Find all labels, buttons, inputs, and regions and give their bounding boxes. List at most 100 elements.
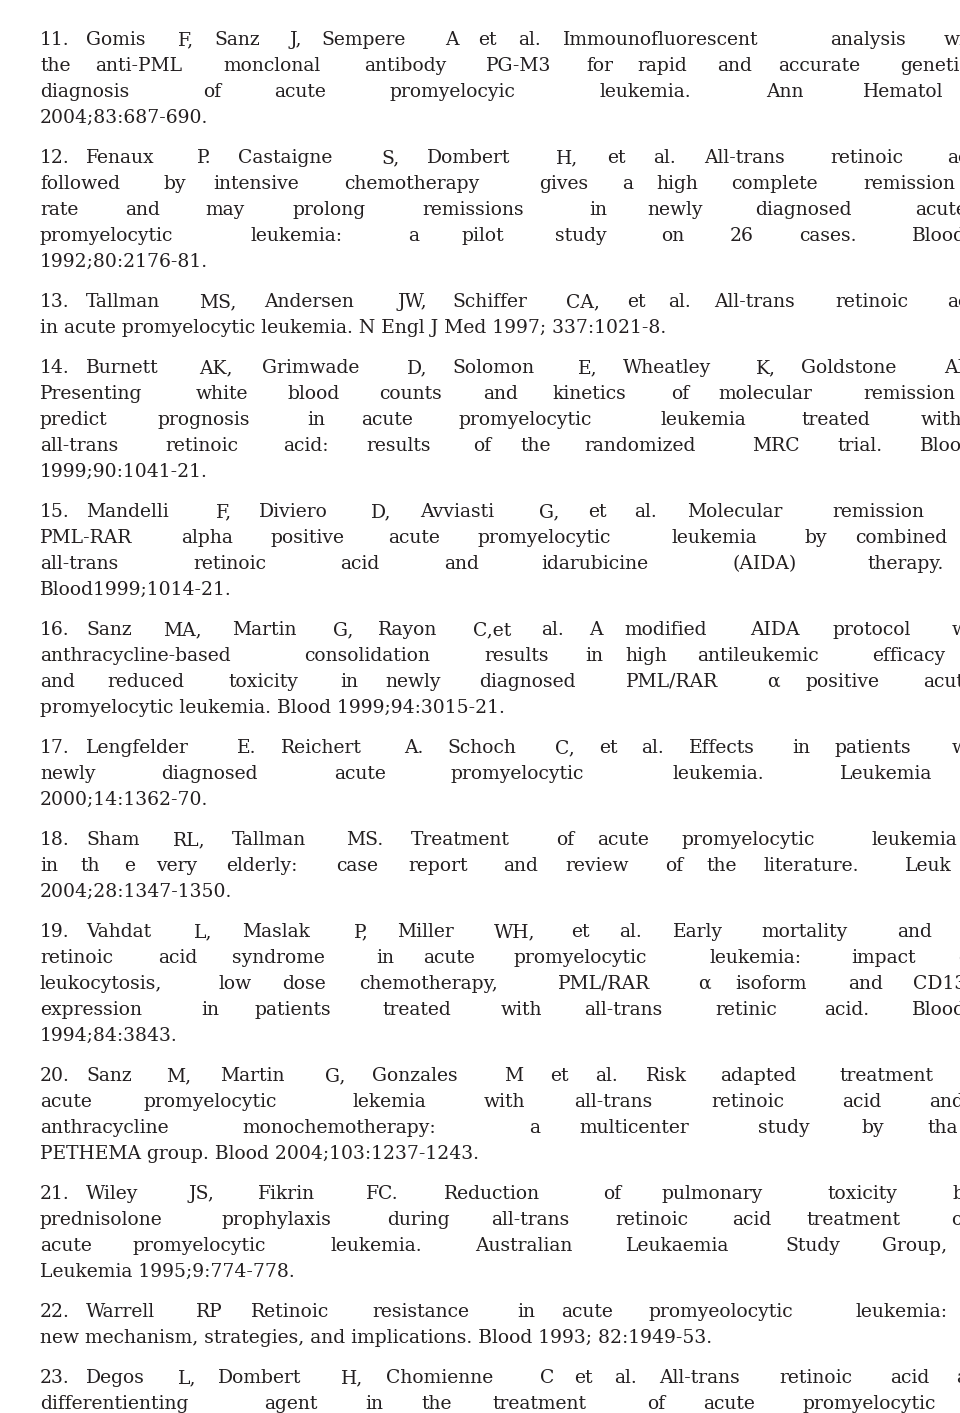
Text: Solomon: Solomon (453, 359, 535, 377)
Text: Fenaux: Fenaux (86, 148, 155, 167)
Text: PML-RAR: PML-RAR (40, 528, 132, 547)
Text: molecular: molecular (718, 384, 812, 403)
Text: a: a (408, 227, 420, 244)
Text: protocol: protocol (832, 620, 910, 639)
Text: syndrome: syndrome (232, 950, 325, 966)
Text: high: high (626, 647, 667, 666)
Text: Blood1999;1014-21.: Blood1999;1014-21. (40, 581, 231, 599)
Text: monochemotherapy:: monochemotherapy: (243, 1119, 436, 1137)
Text: Reichert: Reichert (281, 739, 362, 757)
Text: Schiffer: Schiffer (452, 292, 527, 311)
Text: in: in (307, 411, 325, 430)
Text: in: in (341, 673, 358, 691)
Text: prolong: prolong (292, 201, 365, 219)
Text: review: review (565, 858, 629, 875)
Text: Dombert: Dombert (218, 1369, 301, 1388)
Text: acid: acid (947, 148, 960, 167)
Text: Avviasti: Avviasti (420, 503, 494, 521)
Text: by: by (952, 1186, 960, 1202)
Text: pulmonary: pulmonary (661, 1186, 763, 1202)
Text: retinic: retinic (715, 1000, 777, 1019)
Text: promyelocytic: promyelocytic (803, 1395, 935, 1413)
Text: C,: C, (555, 739, 574, 757)
Text: predict: predict (40, 411, 108, 430)
Text: genetic: genetic (900, 57, 960, 75)
Text: acute: acute (40, 1236, 92, 1255)
Text: MRC: MRC (752, 437, 800, 455)
Text: all-trans: all-trans (40, 437, 118, 455)
Text: 20.: 20. (40, 1067, 70, 1085)
Text: promyelocytic: promyelocytic (451, 764, 584, 783)
Text: 18.: 18. (40, 831, 70, 849)
Text: and: and (897, 923, 931, 941)
Text: 2004;83:687-690.: 2004;83:687-690. (40, 109, 208, 127)
Text: Leuk: Leuk (904, 858, 951, 875)
Text: Goldstone: Goldstone (802, 359, 897, 377)
Text: treatment: treatment (839, 1067, 933, 1085)
Text: CD13: CD13 (913, 975, 960, 993)
Text: al.: al. (614, 1369, 637, 1388)
Text: therapy.: therapy. (868, 555, 945, 574)
Text: All-trans: All-trans (705, 148, 785, 167)
Text: antibody: antibody (365, 57, 446, 75)
Text: acid: acid (947, 292, 960, 311)
Text: resistance: resistance (372, 1303, 469, 1321)
Text: low: low (219, 975, 252, 993)
Text: prophylaxis: prophylaxis (222, 1211, 331, 1229)
Text: mortality: mortality (761, 923, 848, 941)
Text: and: and (40, 673, 75, 691)
Text: CA,: CA, (566, 292, 600, 311)
Text: and: and (125, 201, 160, 219)
Text: a: a (529, 1119, 540, 1137)
Text: 21.: 21. (40, 1186, 70, 1202)
Text: Hematol: Hematol (863, 83, 943, 100)
Text: acute: acute (923, 673, 960, 691)
Text: Blood: Blood (920, 437, 960, 455)
Text: acid: acid (732, 1211, 772, 1229)
Text: promyelocytic leukemia. Blood 1999;94:3015-21.: promyelocytic leukemia. Blood 1999;94:30… (40, 699, 505, 716)
Text: treated: treated (802, 411, 871, 430)
Text: promyelocyic: promyelocyic (390, 83, 516, 100)
Text: study: study (758, 1119, 809, 1137)
Text: 1994;84:3843.: 1994;84:3843. (40, 1027, 178, 1046)
Text: e: e (124, 858, 134, 875)
Text: followed: followed (40, 175, 120, 194)
Text: Mandelli: Mandelli (86, 503, 169, 521)
Text: 12.: 12. (40, 148, 70, 167)
Text: reduced: reduced (107, 673, 184, 691)
Text: Lengfelder: Lengfelder (86, 739, 189, 757)
Text: FC.: FC. (367, 1186, 399, 1202)
Text: in: in (585, 647, 603, 666)
Text: acid: acid (890, 1369, 929, 1388)
Text: Castaigne: Castaigne (237, 148, 332, 167)
Text: efficacy: efficacy (872, 647, 946, 666)
Text: M: M (504, 1067, 523, 1085)
Text: adapted: adapted (720, 1067, 796, 1085)
Text: with: with (951, 620, 960, 639)
Text: 23.: 23. (40, 1369, 70, 1388)
Text: PML/RAR: PML/RAR (559, 975, 651, 993)
Text: H,: H, (557, 148, 579, 167)
Text: RL,: RL, (173, 831, 205, 849)
Text: Blood: Blood (912, 1000, 960, 1019)
Text: al.: al. (595, 1067, 617, 1085)
Text: 11.: 11. (40, 31, 70, 49)
Text: anthracycline: anthracycline (40, 1119, 169, 1137)
Text: in: in (40, 858, 58, 875)
Text: retinoic: retinoic (40, 950, 113, 966)
Text: elderly:: elderly: (227, 858, 298, 875)
Text: chemotherapy: chemotherapy (344, 175, 479, 194)
Text: Effects: Effects (689, 739, 755, 757)
Text: acute: acute (361, 411, 413, 430)
Text: toxicity: toxicity (228, 673, 299, 691)
Text: M,: M, (166, 1067, 192, 1085)
Text: leukemia.: leukemia. (331, 1236, 422, 1255)
Text: diagnosed: diagnosed (161, 764, 257, 783)
Text: patients: patients (254, 1000, 331, 1019)
Text: randomized: randomized (585, 437, 696, 455)
Text: leukemia: leukemia (660, 411, 746, 430)
Text: newly: newly (40, 764, 95, 783)
Text: gives: gives (539, 175, 588, 194)
Text: G,: G, (324, 1067, 345, 1085)
Text: et: et (627, 292, 645, 311)
